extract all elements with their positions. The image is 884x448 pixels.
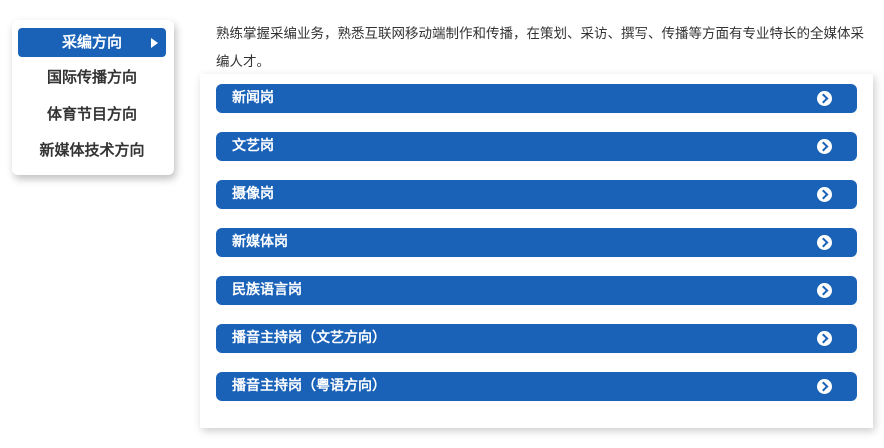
menu-item-new-media-tech[interactable]: 新媒体技术方向 [18,136,166,165]
chevron-right-circle-icon [817,235,832,250]
menu-item-international[interactable]: 国际传播方向 [18,63,166,92]
intro-text: 熟练掌握采编业务，熟悉互联网移动端制作和传播，在策划、采访、撰写、传播等方面有专… [216,26,864,70]
chevron-right-circle-icon [817,139,832,154]
position-bar[interactable]: 新媒体岗 [216,228,857,257]
menu-item-label: 采编方向 [61,33,122,51]
menu-item-label: 体育节目方向 [46,105,137,123]
chevron-right-circle-icon [817,91,832,106]
direction-menu: 采编方向 国际传播方向 体育节目方向 新媒体技术方向 [12,20,174,175]
position-label: 摄像岗 [232,186,274,202]
position-label: 新闻岗 [232,90,274,106]
caret-right-icon [151,38,158,48]
position-bar[interactable]: 民族语言岗 [216,276,857,305]
position-label: 新媒体岗 [232,234,288,250]
menu-item-label: 新媒体技术方向 [39,141,145,159]
position-bar[interactable]: 播音主持岗（粤语方向） [216,372,857,401]
position-bar[interactable]: 播音主持岗（文艺方向） [216,324,857,353]
position-label: 民族语言岗 [232,282,302,298]
position-label: 播音主持岗（文艺方向） [232,330,386,346]
menu-item-sports[interactable]: 体育节目方向 [18,100,166,129]
position-bar[interactable]: 新闻岗 [216,84,857,113]
position-bar[interactable]: 文艺岗 [216,132,857,161]
position-label: 文艺岗 [232,138,274,154]
chevron-right-circle-icon [817,331,832,346]
positions-card: 新闻岗 文艺岗 摄像岗 新媒体岗 民族语言岗 播音主持岗（文艺方向） 播音主持岗… [200,74,873,428]
chevron-right-circle-icon [817,379,832,394]
chevron-right-circle-icon [817,283,832,298]
menu-item-label: 国际传播方向 [46,68,137,86]
position-label: 播音主持岗（粤语方向） [232,378,386,394]
menu-item-caibian[interactable]: 采编方向 [18,28,166,57]
chevron-right-circle-icon [817,187,832,202]
position-bar[interactable]: 摄像岗 [216,180,857,209]
